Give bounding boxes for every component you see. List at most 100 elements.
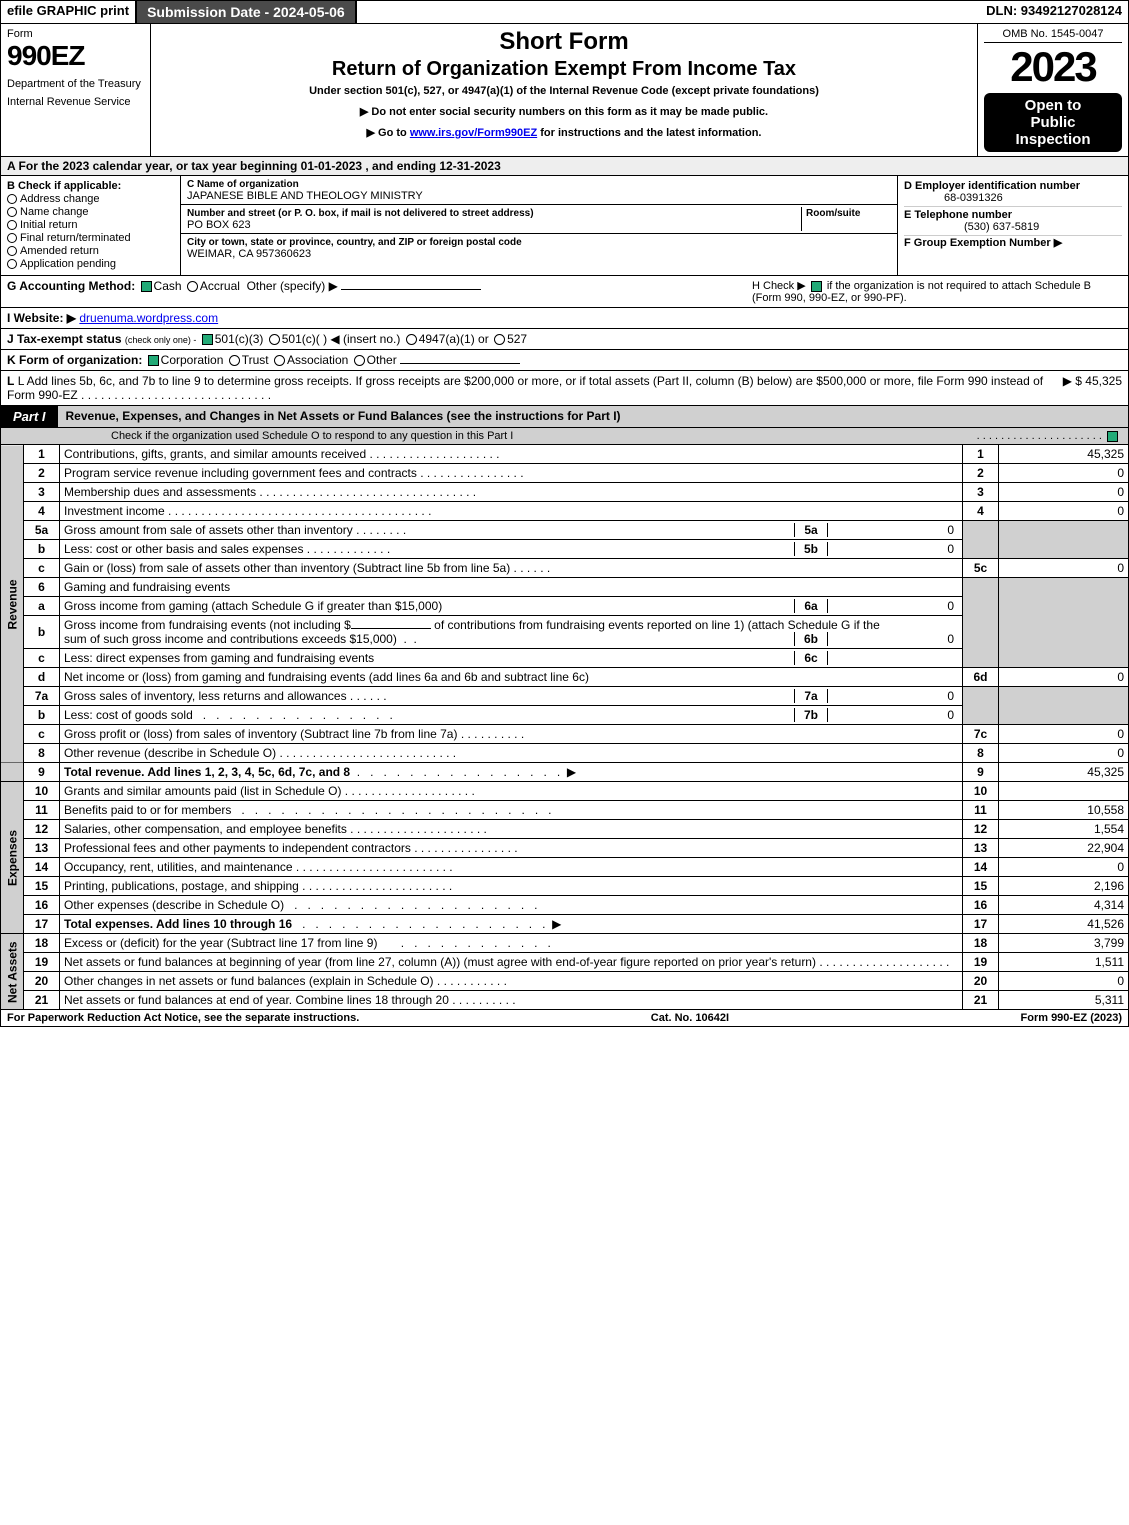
goto-post: for instructions and the latest informat… [537,127,761,139]
ln1-no: 1 [24,445,60,464]
b-label: B Check if applicable: [7,180,174,192]
section-a-text: A For the 2023 calendar year, or tax yea… [7,159,501,173]
line-1: Revenue 1 Contributions, gifts, grants, … [1,445,1129,464]
open-to-public-badge: Open to Public Inspection [984,93,1122,152]
line-17: 17 Total expenses. Add lines 10 through … [1,915,1129,934]
chk-other[interactable] [354,355,365,366]
chk-address-change[interactable]: Address change [7,193,174,205]
h-text2: if the organization is not required to a… [827,280,1091,292]
k-trust: Trust [242,353,269,367]
accrual-label: Accrual [200,279,240,293]
j-527: 527 [507,332,527,346]
room-label: Room/suite [806,208,860,219]
chk-schedule-o[interactable] [1107,431,1118,442]
cash-label: Cash [154,279,182,293]
chk-trust[interactable] [229,355,240,366]
website-link[interactable]: druenuma.wordpress.com [79,311,218,325]
efile-label[interactable]: efile GRAPHIC print [1,1,137,23]
open-line3: Inspection [990,131,1116,148]
irs-label: Internal Revenue Service [7,96,144,108]
topbar-spacer [357,1,980,23]
other-label: Other (specify) ▶ [247,279,338,293]
form-word: Form [7,28,144,40]
h-box: H Check ▶ if the organization is not req… [742,279,1122,304]
other-org-blank[interactable] [400,363,520,364]
expenses-side-label: Expenses [1,782,24,934]
part1-header: Part I Revenue, Expenses, and Changes in… [0,406,1129,428]
shade-7 [963,687,999,725]
chk-corp[interactable] [148,355,159,366]
header-right: OMB No. 1545-0047 2023 Open to Public In… [978,24,1128,156]
chk-501c[interactable] [269,334,280,345]
chk-initial-return[interactable]: Initial return [7,219,174,231]
row-l: L L Add lines 5b, 6c, and 7b to line 9 t… [0,371,1129,406]
chk-final-return[interactable]: Final return/terminated [7,232,174,244]
street-row: Number and street (or P. O. box, if mail… [181,205,897,234]
chk-accrual[interactable] [187,281,198,292]
line-19: 19 Net assets or fund balances at beginn… [1,953,1129,972]
irs-link[interactable]: www.irs.gov/Form990EZ [410,127,537,139]
open-line2: Public [990,114,1116,131]
chk-pending[interactable]: Application pending [7,258,174,270]
org-name-label: C Name of organization [187,179,299,190]
column-d: D Employer identification number68-03913… [898,176,1128,275]
footer-center: Cat. No. 10642I [651,1012,729,1024]
line-9: 9 Total revenue. Add lines 1, 2, 3, 4, 5… [1,763,1129,782]
chk-name-change[interactable]: Name change [7,206,174,218]
row-j: J Tax-exempt status (check only one) - 5… [0,329,1129,350]
section-a: A For the 2023 calendar year, or tax yea… [0,157,1129,176]
street-label: Number and street (or P. O. box, if mail… [187,208,534,219]
submission-date: Submission Date - 2024-05-06 [137,1,357,23]
line-5b: b Less: cost or other basis and sales ex… [1,540,1129,559]
g-label: G Accounting Method: [7,279,135,293]
footer-left: For Paperwork Reduction Act Notice, see … [7,1012,359,1024]
line-15: 15 Printing, publications, postage, and … [1,877,1129,896]
part1-tab: Part I [1,406,58,427]
goto-pre: ▶ Go to [367,127,410,139]
j-4947: 4947(a)(1) or [419,332,489,346]
part1-sub: Check if the organization used Schedule … [0,428,1129,445]
line-5a: 5a Gross amount from sale of assets othe… [1,521,1129,540]
city-label: City or town, state or province, country… [187,237,522,248]
j-label: J Tax-exempt status [7,332,122,346]
line-7b: b Less: cost of goods sold . . . . . . .… [1,706,1129,725]
tel-label: E Telephone number [904,209,1012,221]
chk-assoc[interactable] [274,355,285,366]
shade-6 [963,578,999,668]
chk-527[interactable] [494,334,505,345]
chk-h[interactable] [811,281,822,292]
chk-501c3[interactable] [202,334,213,345]
j-501c3: 501(c)(3) [215,332,264,346]
title-short-form: Short Form [159,28,969,56]
tel-value: (530) 637-5819 [904,221,1039,233]
group-label: F Group Exemption Number ▶ [904,237,1062,249]
chk-amended[interactable]: Amended return [7,245,174,257]
chk-cash[interactable] [141,281,152,292]
i-label: I Website: ▶ [7,311,76,325]
org-name-row: C Name of organization JAPANESE BIBLE AN… [181,176,897,205]
ein-label: D Employer identification number [904,180,1080,192]
shade-5 [963,521,999,559]
j-501c: 501(c)( ) ◀ (insert no.) [282,332,401,346]
lines-table: Revenue 1 Contributions, gifts, grants, … [0,445,1129,1010]
line-3: 3 Membership dues and assessments . . . … [1,483,1129,502]
line-6c: c Less: direct expenses from gaming and … [1,649,1129,668]
row-gh: G Accounting Method: Cash Accrual Other … [0,276,1129,308]
chk-4947[interactable] [406,334,417,345]
subtitle: Under section 501(c), 527, or 4947(a)(1)… [159,85,969,97]
line-4: 4 Investment income . . . . . . . . . . … [1,502,1129,521]
line-6b: b Gross income from fundraising events (… [1,616,1129,649]
other-blank[interactable] [341,289,481,290]
ln1-amt: 45,325 [999,445,1129,464]
h-text1: H Check ▶ [752,280,806,292]
netassets-side-label: Net Assets [1,934,24,1010]
line-8: 8 Other revenue (describe in Schedule O)… [1,744,1129,763]
footer-right: Form 990-EZ (2023) [1021,1012,1123,1024]
city-row: City or town, state or province, country… [181,234,897,262]
line-2: 2 Program service revenue including gove… [1,464,1129,483]
omb-number: OMB No. 1545-0047 [984,28,1122,43]
form-number: 990EZ [7,40,144,72]
column-c: C Name of organization JAPANESE BIBLE AN… [181,176,898,275]
k-corp: Corporation [161,353,224,367]
footer: For Paperwork Reduction Act Notice, see … [0,1010,1129,1027]
